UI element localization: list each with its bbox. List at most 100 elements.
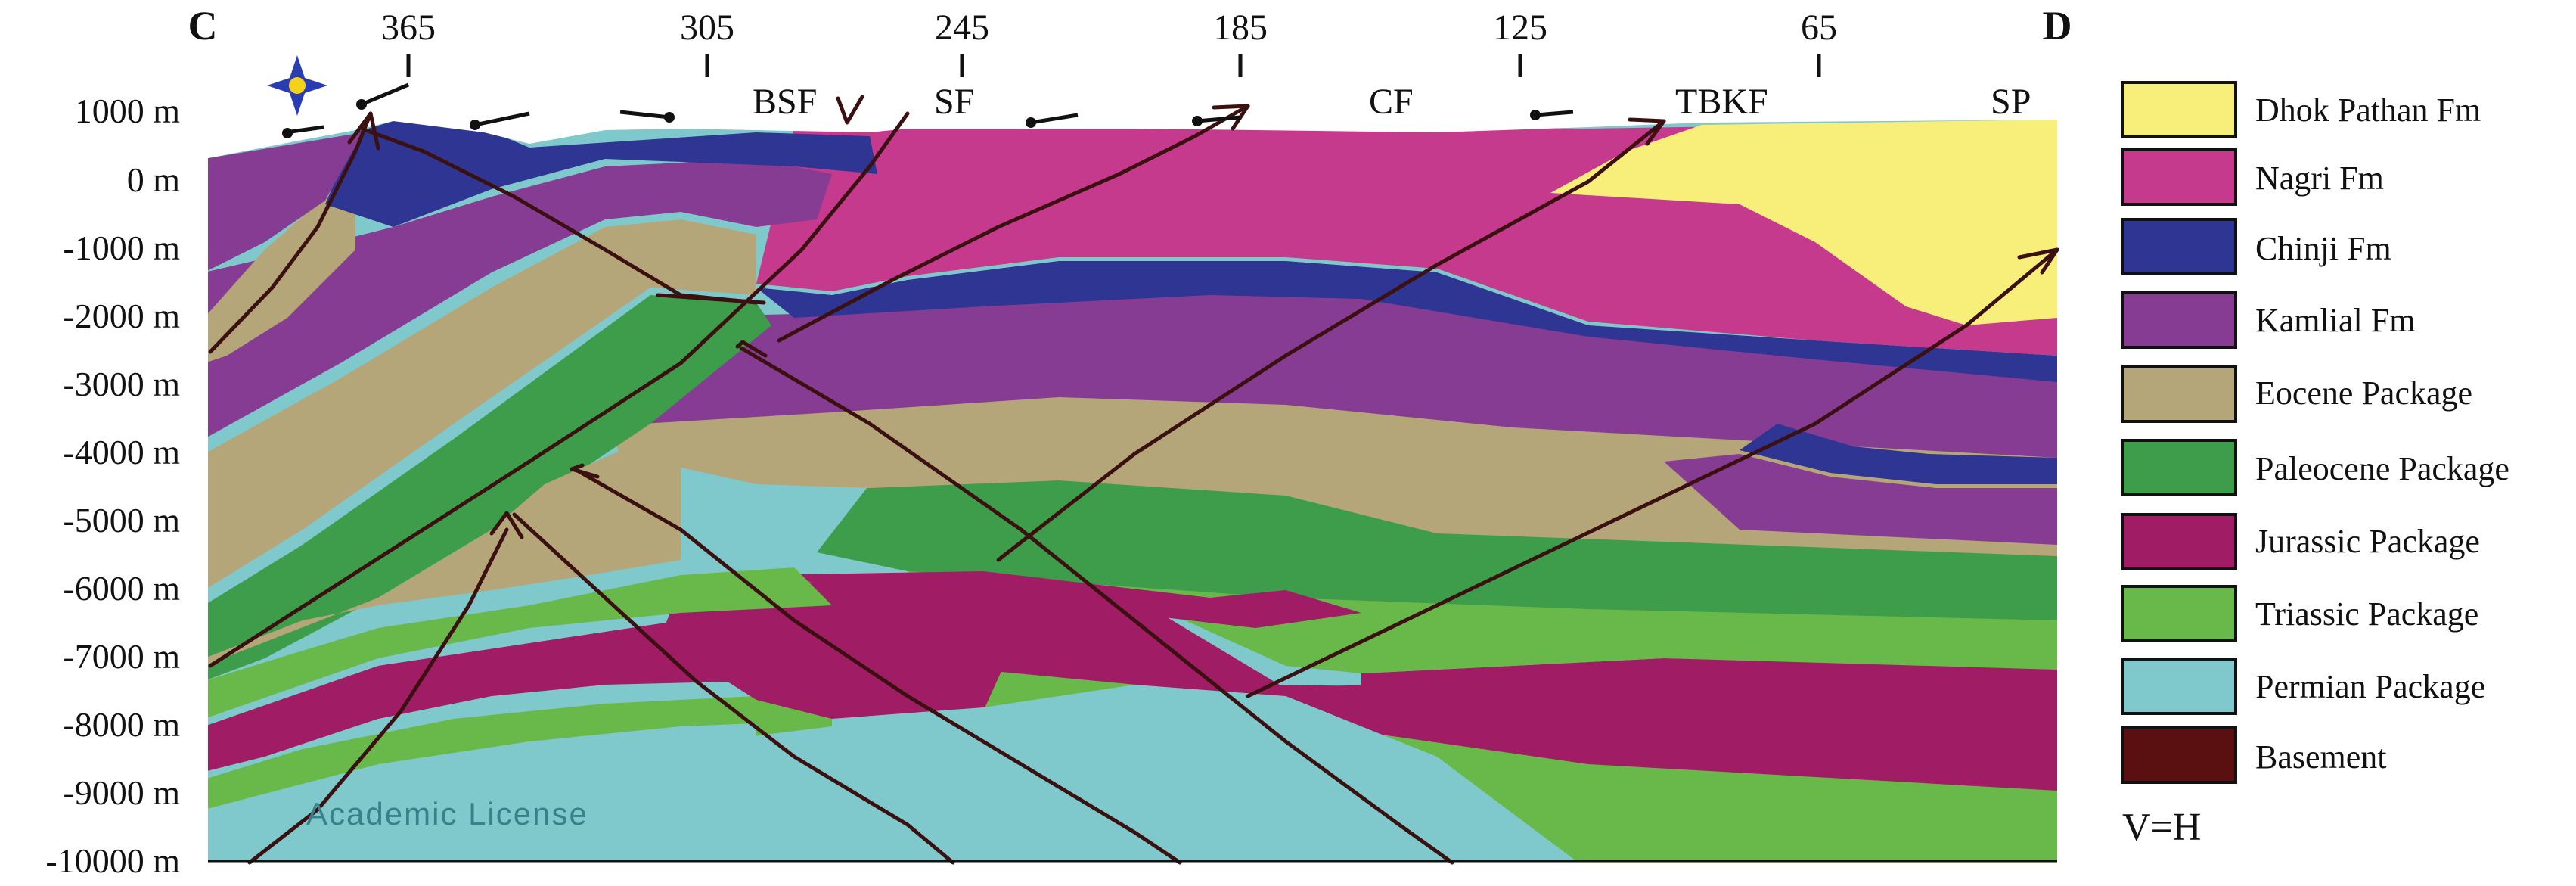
legend-item: Permian Package [2121, 658, 2485, 715]
depth-tick-label: -5000 m [63, 501, 180, 539]
legend-swatch [2121, 658, 2237, 715]
section-end-label: D [2043, 3, 2072, 48]
arrowhead-icon [1212, 104, 1250, 131]
legend-swatch [2121, 439, 2237, 496]
legend-label: Dhok Pathan Fm [2255, 92, 2481, 129]
unit-paleocene-mid [817, 477, 2057, 620]
unit-triassic-deeper-west [208, 681, 870, 809]
unit-jurassic-mid [643, 579, 2057, 711]
legend-item: Basement [2121, 726, 2387, 784]
depth-tick-label: -4000 m [63, 433, 180, 471]
unit-chinji-west [325, 121, 877, 227]
unit-dhok-pathan [1550, 120, 2057, 325]
fault-tbkf-trace [1246, 247, 2059, 698]
depth-axis: 1000 m 0 m -1000 m -2000 m -3000 m -4000… [45, 92, 180, 880]
fault-thrust-d [739, 346, 1454, 865]
legend-item: Dhok Pathan Fm [2121, 81, 2481, 138]
arrowhead-icon [836, 95, 864, 125]
depth-tick-label: -10000 m [45, 841, 180, 880]
dip-symbol [1192, 115, 1241, 126]
arrowhead-icon [347, 111, 380, 151]
fault-label-sp: SP [1991, 82, 2031, 122]
legend-label: Basement [2255, 738, 2387, 776]
distance-tick-label: 245 [935, 8, 989, 48]
fault-label-tbkf: TBKF [1675, 82, 1768, 122]
unit-jurassic-mid2 [643, 605, 1021, 719]
depth-tick-label: -9000 m [63, 773, 180, 812]
fault-thrust-b [512, 512, 955, 865]
unit-chinji-mid [756, 261, 2057, 382]
depth-tick-label: -2000 m [63, 297, 180, 335]
arrowhead-icon [570, 463, 600, 479]
dip-symbol [1530, 110, 1574, 120]
dip-symbol [470, 111, 530, 130]
distance-tick-label: 125 [1493, 8, 1547, 48]
fault-arrowheads [347, 95, 2059, 539]
unit-permian-deep-west [208, 726, 983, 861]
legend-label: Paleocene Package [2255, 450, 2509, 487]
dip-symbol [619, 110, 675, 123]
legend-item: Chinji Fm [2121, 218, 2391, 275]
legend: Dhok Pathan Fm Nagri Fm Chinji Fm Kamlia… [2121, 81, 2509, 784]
fault-label-bsf: BSF [753, 82, 817, 122]
unit-jurassic-east [1255, 685, 2057, 791]
fault-thrust-a [247, 527, 509, 865]
legend-swatch [2121, 513, 2237, 570]
distance-tick-label: 185 [1213, 8, 1268, 48]
legend-item: Paleocene Package [2121, 439, 2509, 496]
legend-swatch [2121, 81, 2237, 138]
arrowhead-icon [2017, 247, 2059, 275]
unit-triassic-deep-west [208, 567, 832, 718]
legend-label: Chinji Fm [2255, 230, 2391, 267]
depth-tick-label: 0 m [127, 160, 181, 199]
distance-tick-label: 65 [1801, 8, 1837, 48]
depth-tick-label: -7000 m [63, 637, 180, 676]
fault-cf-trace [996, 119, 1666, 562]
legend-item: Jurassic Package [2121, 513, 2480, 570]
unit-eocene-west [208, 219, 756, 588]
dip-symbol [1026, 113, 1079, 128]
unit-kamlial-west [208, 159, 832, 437]
legend-item: Triassic Package [2121, 585, 2478, 642]
fault-thrust-c [573, 467, 1182, 865]
fault-sf-trace [777, 104, 1250, 343]
legend-label: Jurassic Package [2255, 523, 2480, 560]
legend-swatch [2121, 291, 2237, 349]
legend-swatch [2121, 365, 2237, 423]
legend-label: Triassic Package [2255, 595, 2478, 633]
fault-label-cf: CF [1369, 82, 1414, 122]
legend-label: Eocene Package [2255, 375, 2472, 412]
fault-label-sf: SF [934, 82, 974, 122]
fault-roof [656, 293, 766, 305]
unit-kamlial-far-west [208, 132, 363, 271]
distance-tick-label: 365 [381, 8, 436, 48]
fault-far-west [208, 111, 373, 354]
legend-item: Nagri Fm [2121, 148, 2384, 206]
legend-item: Kamlial Fm [2121, 291, 2415, 349]
section-body [208, 112, 2057, 861]
unit-jurassic-upper [756, 571, 1361, 628]
dip-symbol [282, 125, 324, 138]
fault-labels: BSF SF CF TBKF SP [753, 82, 2031, 122]
legend-swatch [2121, 218, 2237, 275]
legend-label: Nagri Fm [2255, 160, 2384, 197]
compass-star-icon [267, 55, 327, 116]
unit-eocene-deep-west [208, 424, 681, 665]
section-start-label: C [188, 3, 218, 48]
depth-tick-label: -3000 m [63, 365, 180, 403]
dip-symbol [356, 82, 409, 110]
depth-tick-label: -6000 m [63, 569, 180, 608]
distance-tick-label: 305 [680, 8, 734, 48]
sky-mask [208, 112, 2057, 159]
fault-bsf-trace [208, 111, 910, 668]
unit-chinji-far-east [1740, 424, 2057, 484]
scale-note: V=H [2122, 806, 2201, 849]
depth-tick-label: -8000 m [63, 705, 180, 744]
watermark-text: Academic License [306, 796, 588, 832]
dip-symbols [282, 82, 1574, 138]
legend-label: Permian Package [2255, 668, 2485, 705]
arrowhead-icon [735, 340, 768, 358]
legend-item: Eocene Package [2121, 365, 2472, 423]
unit-kamlial-far-east [1664, 454, 2057, 545]
